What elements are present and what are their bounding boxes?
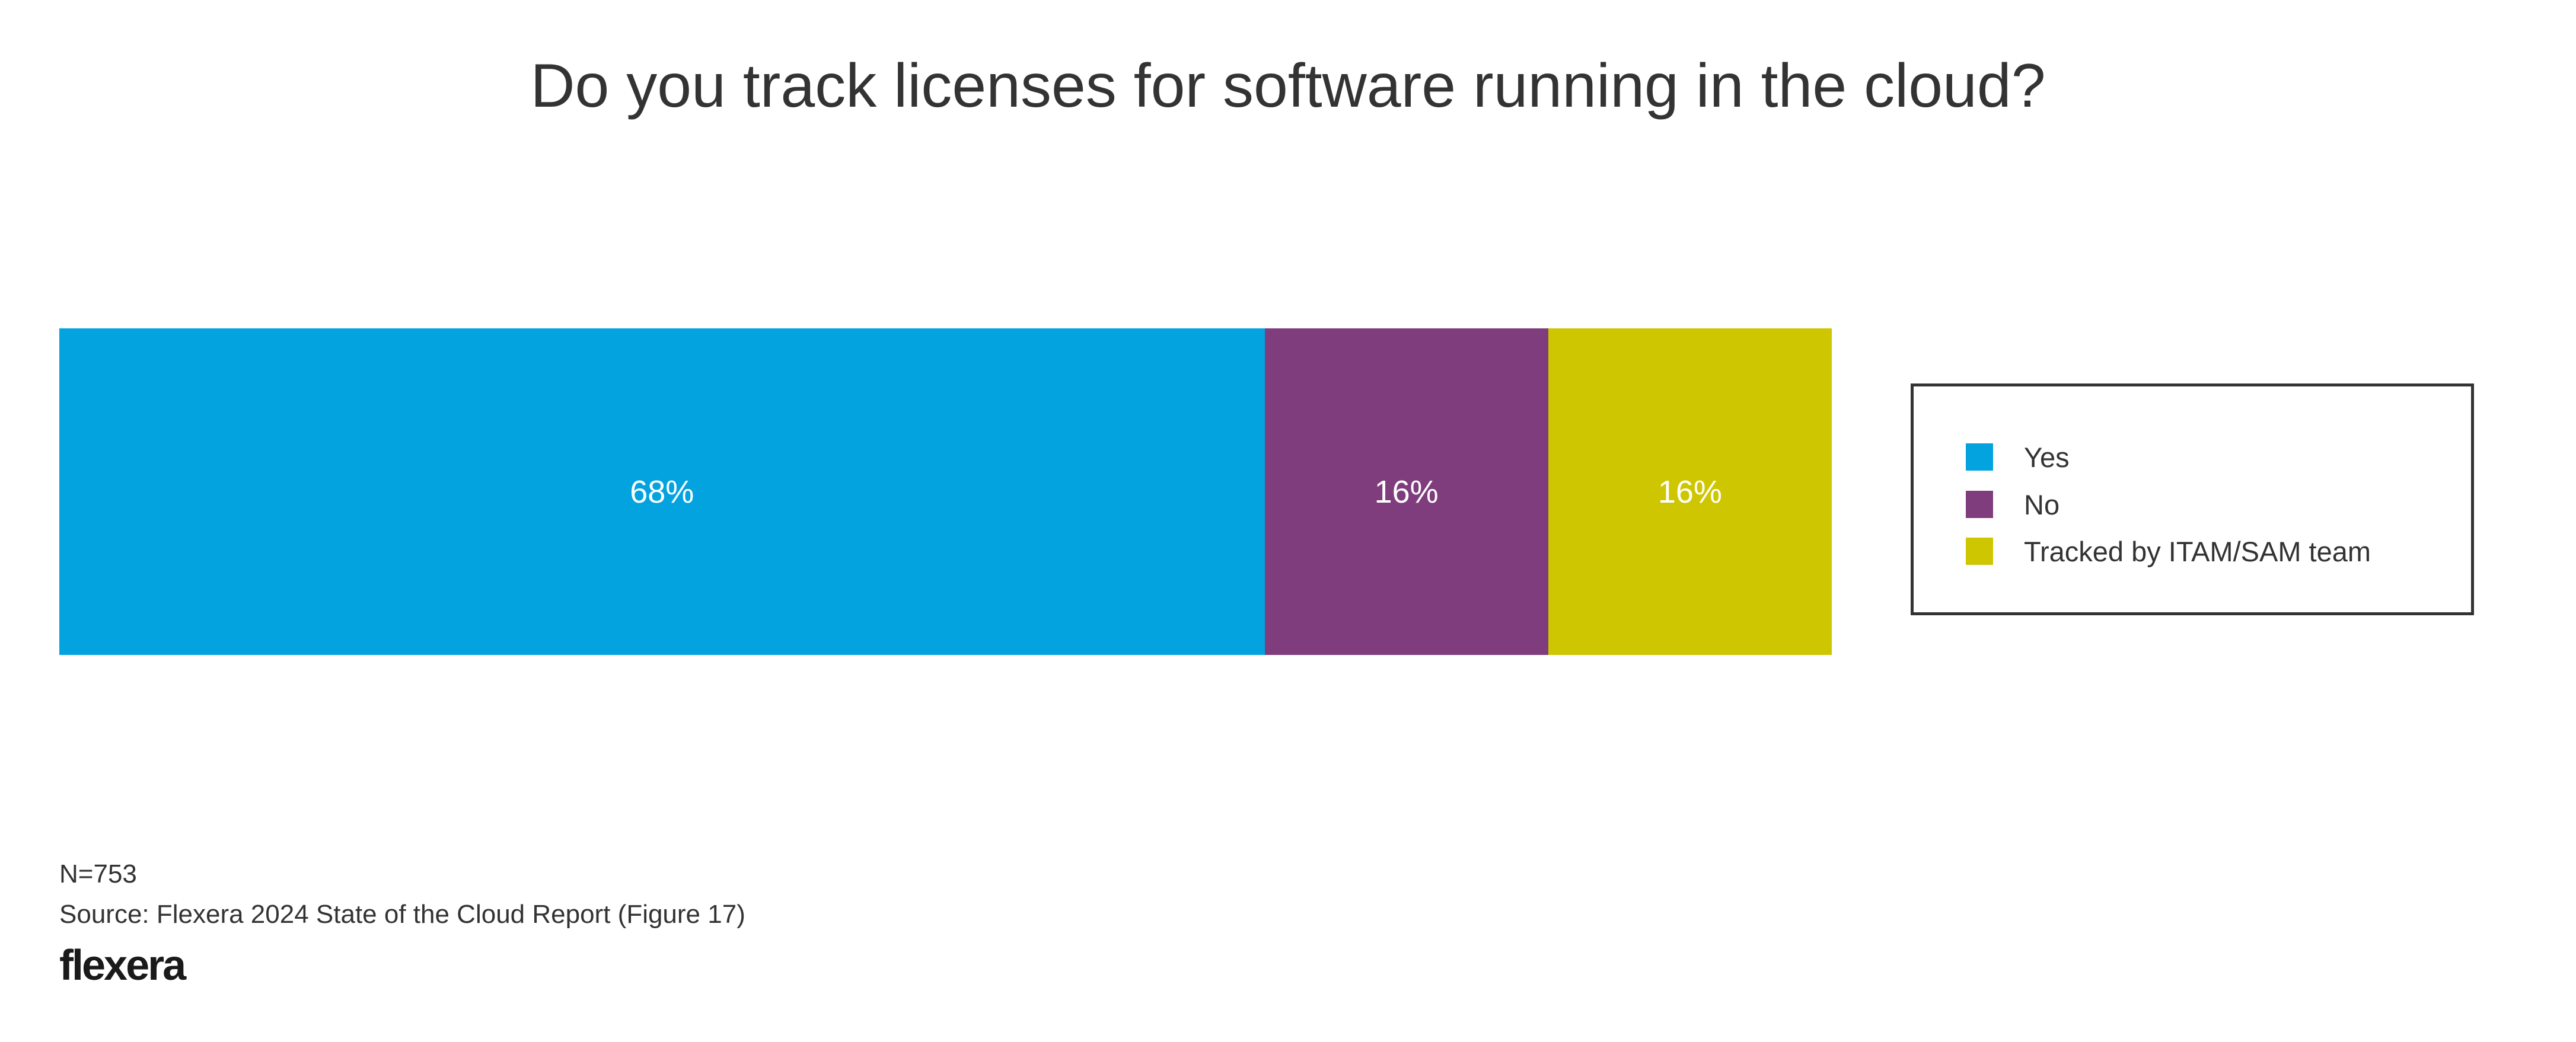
sample-size: N=753 [59,859,137,888]
stacked-bar: 68% 16% 16% [59,328,1832,655]
bar-segment-yes: 68% [59,328,1265,655]
chart-title: Do you track licenses for software runni… [530,52,2046,120]
source-note: Source: Flexera 2024 State of the Cloud … [59,900,745,929]
legend: Yes No Tracked by ITAM/SAM team [1911,383,2474,615]
bar-segment-no: 16% [1264,328,1548,655]
data-label: 68% [630,474,694,510]
legend-label: No [2024,488,2060,520]
legend-item: Tracked by ITAM/SAM team [1966,535,2371,567]
legend-swatch [1966,491,1993,518]
legend-label: Yes [2024,441,2070,473]
legend-label: Tracked by ITAM/SAM team [2024,535,2371,567]
legend-swatch [1966,443,1993,471]
data-label: 16% [1657,474,1722,510]
legend-item: Yes [1966,441,2070,473]
legend-swatch [1966,538,1993,565]
bar-segment-tracked-by-itam-sam-team: 16% [1548,328,1832,655]
legend-item: No [1966,488,2060,520]
flexera-logo: flexera [59,942,186,989]
data-label: 16% [1374,474,1439,510]
